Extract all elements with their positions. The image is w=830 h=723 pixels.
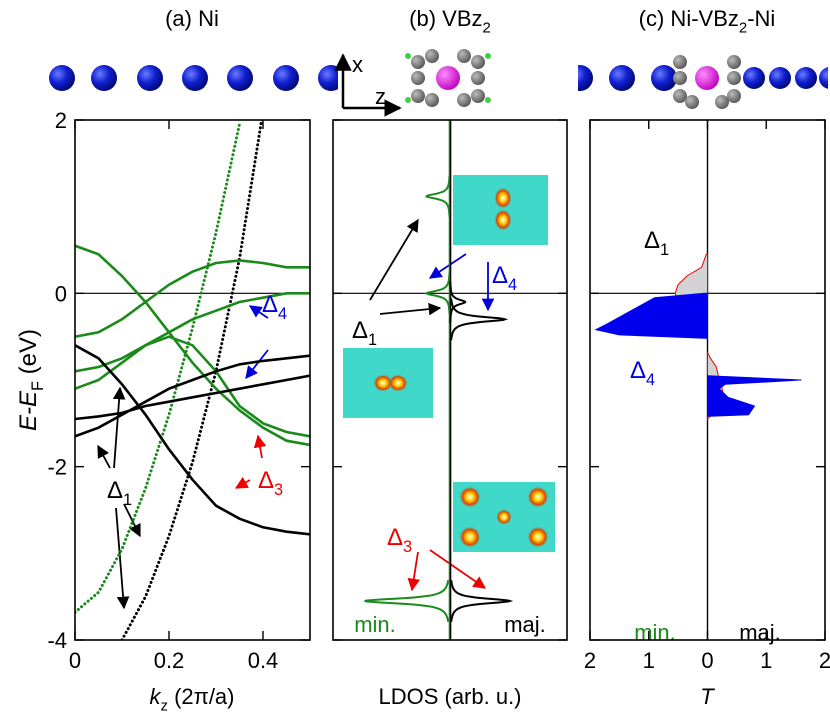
annotation: Δ4 <box>630 357 655 389</box>
panel-frame <box>332 119 568 641</box>
band-line <box>75 335 310 438</box>
panel-title: (a) Ni <box>165 6 219 31</box>
atom-chain <box>578 65 828 91</box>
annotation: Δ4 <box>262 291 287 323</box>
panel-title: (b) VBz2 <box>409 6 491 37</box>
molecule <box>673 55 741 109</box>
x-tick-label: 0 <box>69 648 81 673</box>
y-tick-label: 2 <box>55 108 67 133</box>
y-tick-label: -4 <box>47 628 67 653</box>
annotation-base: Δ <box>352 317 368 344</box>
x-axis-label-base: T <box>700 684 715 709</box>
axis-indicator-label: z <box>375 84 386 109</box>
molecule <box>405 49 491 107</box>
y-axis-label-base: E-E <box>15 390 42 431</box>
ldos-peak <box>449 281 467 323</box>
annotation-arrows <box>97 218 495 610</box>
annotation-sub: 3 <box>403 538 412 556</box>
axes-indicator <box>334 53 402 117</box>
y-axis-label-rest: (eV) <box>15 329 42 381</box>
y-tick-label: 0 <box>55 281 67 306</box>
annotation-base: Δ <box>258 467 274 494</box>
band-line <box>75 344 310 536</box>
annotation-base: Δ <box>107 477 123 504</box>
panel-title-rest: -Ni <box>747 6 775 31</box>
annotation: Δ3 <box>387 524 412 556</box>
annotation-sub: 1 <box>123 491 132 509</box>
annotation-base: Δ <box>644 227 660 254</box>
annotation-base: Δ <box>630 357 646 384</box>
panel-title-base: (b) VBz <box>409 6 482 31</box>
panel-title-sub: 2 <box>739 20 747 37</box>
x-tick-label: 0 <box>701 648 713 673</box>
x-axis-label-base: LDOS (arb. u.) <box>378 684 521 709</box>
annotation-sub: 4 <box>646 371 655 389</box>
x-tick-label: 1 <box>760 648 772 673</box>
x-axis-label: T <box>700 684 715 709</box>
band-line <box>75 354 310 438</box>
band-line <box>75 122 241 614</box>
ldos-peak <box>424 272 451 315</box>
band-line <box>75 244 310 447</box>
ldos-peak <box>450 298 509 341</box>
spin-label: min. <box>634 620 676 645</box>
annotation-base: Δ <box>262 291 278 318</box>
y-tick-label: -2 <box>47 455 67 480</box>
y-axis-label-sub: F <box>29 381 47 391</box>
orbital-inset <box>453 175 548 245</box>
axis-indicator-label: x <box>352 52 363 77</box>
y-axis-label: E-EF (eV) <box>15 329 47 431</box>
annotation-base: Δ <box>387 524 403 551</box>
spin-label: maj. <box>739 620 781 645</box>
spin-label: maj. <box>504 612 546 637</box>
annotation: Δ1 <box>352 317 377 349</box>
x-tick-label: 2 <box>584 648 596 673</box>
annotation-sub: 4 <box>278 305 287 323</box>
orbital-inset <box>343 348 433 418</box>
x-axis-label: kz (2π/a) <box>149 684 234 715</box>
annotation-sub: 3 <box>274 481 283 499</box>
band-line <box>120 120 264 640</box>
x-axis-label: LDOS (arb. u.) <box>378 684 521 709</box>
band-line <box>75 259 310 338</box>
panel-title: (c) Ni-VBz2-Ni <box>639 6 776 37</box>
annotation: Δ3 <box>258 467 283 499</box>
x-axis-label-sub: z <box>160 698 167 715</box>
x-axis-label-rest: (2π/a) <box>168 684 235 709</box>
annotation-base: Δ <box>492 262 508 289</box>
atom-chain <box>49 65 338 91</box>
annotation-sub: 1 <box>368 331 377 349</box>
ldos-peak <box>364 580 450 622</box>
x-axis-label-base: k <box>149 684 161 709</box>
x-tick-label: 0.4 <box>248 648 279 673</box>
x-tick-label: 1 <box>643 648 655 673</box>
panel-frame <box>74 119 311 641</box>
annotation-sub: 4 <box>508 276 517 294</box>
ldos-peak <box>424 175 451 218</box>
annotation: Δ1 <box>644 227 669 259</box>
panel-frame <box>589 119 826 641</box>
annotation: Δ4 <box>492 262 517 294</box>
x-tick-label: 0.2 <box>154 648 185 673</box>
transmission-area <box>707 375 802 417</box>
orbital-inset <box>453 482 555 552</box>
panel-title-base: (a) Ni <box>165 6 219 31</box>
bands <box>75 120 310 640</box>
annotation: Δ1 <box>107 477 132 509</box>
panel-title-sub: 2 <box>483 20 491 37</box>
spin-label: min. <box>354 612 396 637</box>
panel-title-base: (c) Ni-VBz <box>639 6 739 31</box>
x-tick-label: 2 <box>819 648 830 673</box>
band-line <box>75 292 310 373</box>
annotation-sub: 1 <box>660 241 669 259</box>
band-line <box>75 374 310 421</box>
transmission-area <box>594 292 708 339</box>
ldos-peak <box>450 580 514 622</box>
